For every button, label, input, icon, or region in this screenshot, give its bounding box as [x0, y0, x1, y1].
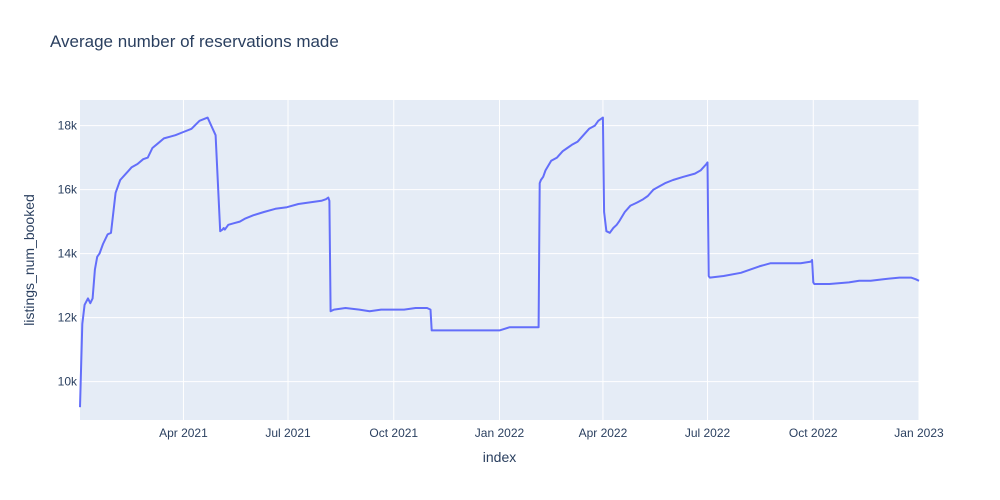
x-tick-label: Jul 2021 — [265, 426, 311, 440]
y-tick-label: 12k — [58, 311, 78, 325]
series-line — [79, 116, 920, 408]
x-tick-label: Jan 2022 — [475, 426, 525, 440]
series-group — [79, 116, 920, 408]
x-axis-ticks: Apr 2021 Jul 2021 Oct 2021 Jan 2022 Apr 2022… — [159, 426, 944, 440]
x-tick-label: Apr 2022 — [579, 426, 628, 440]
y-axis-title: listings_num_booked — [21, 194, 37, 326]
y-tick-label: 14k — [58, 247, 78, 261]
x-tick-label: Jan 2023 — [894, 426, 944, 440]
y-tick-label: 16k — [58, 183, 78, 197]
x-tick-label: Jul 2022 — [685, 426, 731, 440]
grid-lines — [80, 100, 920, 420]
chart-title: Average number of reservations made — [50, 32, 339, 51]
x-axis-title: index — [483, 449, 516, 465]
x-tick-label: Oct 2022 — [789, 426, 838, 440]
y-tick-label: 10k — [58, 375, 78, 389]
x-tick-label: Apr 2021 — [159, 426, 208, 440]
y-axis-ticks: 10k 12k 14k 16k 18k — [58, 119, 78, 389]
x-tick-label: Oct 2021 — [369, 426, 418, 440]
y-tick-label: 18k — [58, 119, 78, 133]
